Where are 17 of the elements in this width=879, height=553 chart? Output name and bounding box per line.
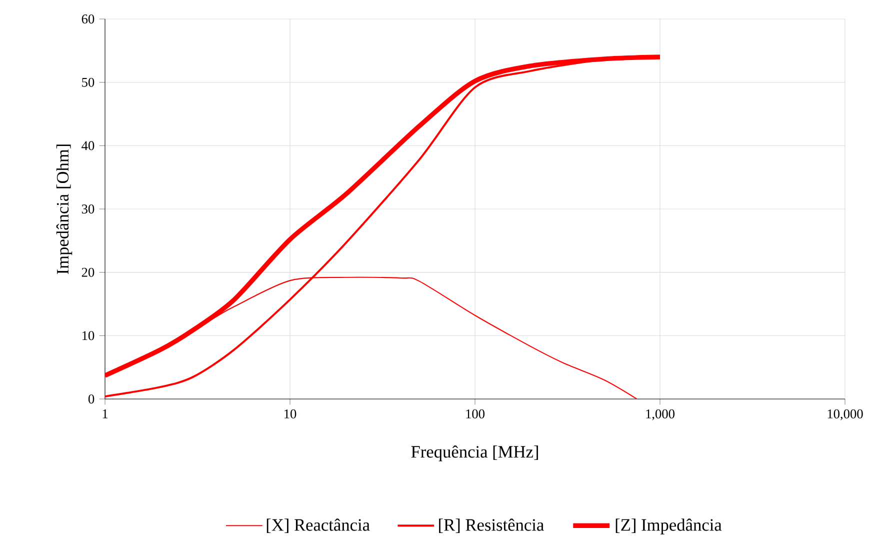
x-tick-label: 10,000 (828, 409, 863, 420)
x-tick-label: 100 (466, 409, 484, 418)
x-tick-label: 1,000 (646, 409, 674, 420)
y-axis-title: Impedância [Ohm] (56, 144, 72, 274)
x-tick-label: 10 (284, 409, 296, 418)
x-axis-title: Frequência [MHz] (411, 445, 538, 462)
y-tick-label: 10 (82, 331, 94, 340)
x-tick-label: 1 (102, 409, 108, 418)
y-tick-label: 30 (82, 204, 94, 214)
y-tick-label: 60 (82, 14, 94, 24)
legend-label: [Z] Impedância (616, 518, 722, 534)
y-tick-label: 20 (82, 268, 94, 277)
legend-label: [R] Resistência (439, 518, 544, 533)
y-tick-label: 50 (82, 78, 94, 87)
y-tick-label: 0 (88, 394, 94, 404)
legend-label: [X] Reactância (266, 518, 370, 533)
y-tick-label: 40 (82, 141, 94, 150)
